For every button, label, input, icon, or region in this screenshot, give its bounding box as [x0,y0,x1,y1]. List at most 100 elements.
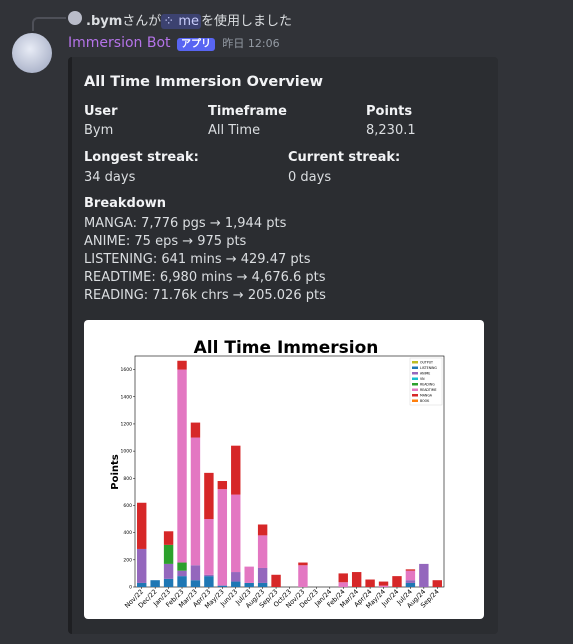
bar-segment [244,566,254,583]
breakdown-line: ANIME: 75 eps → 975 pts [84,234,247,249]
bar-segment [204,576,214,587]
bar-segment [177,360,187,370]
reply-text: を使用しました [200,14,292,29]
bar-segment [392,576,402,587]
breakdown-line: MANGA: 7,776 pgs → 1,944 pts [84,216,287,231]
field-value: 8,230.1 [366,123,416,138]
bar-segment [217,585,228,587]
legend-label: ANIME [420,372,430,376]
bar-segment [257,582,268,587]
field-name: User [84,104,118,119]
y-tick-label: 400 [123,530,132,536]
field-value: All Time [208,123,261,138]
legend-swatch [412,366,418,369]
y-tick-label: 600 [123,503,132,509]
legend-swatch [412,377,418,380]
bar-segment [204,574,214,577]
legend-swatch [412,399,418,402]
legend-label: READING [420,383,435,387]
field-name: Points [366,104,413,119]
bar-segment [405,582,416,587]
bar-segment [405,580,416,583]
bar-segment [378,585,389,587]
y-tick-label: 800 [123,476,132,482]
legend-box [409,357,443,406]
y-tick-label: 200 [123,557,132,563]
chart[interactable]: All Time Immersion Points 0 200 400 600 800 1… [84,320,484,619]
bar-segment [351,572,362,587]
bar-segment [163,563,174,579]
bar-segment [190,437,201,566]
legend-swatch [412,372,418,375]
bar-segment [137,582,147,587]
y-tick-label: 1000 [121,449,133,455]
bar-segment [190,565,201,581]
bar-segment [190,422,201,438]
reply-text: さんが [122,14,162,29]
reply: .bymさんが ⁘ me を使用しました [86,10,292,29]
y-tick-label: 0 [129,585,132,591]
chart-title: All Time Immersion [194,338,379,358]
bar-segment [271,574,281,587]
bar-segment [365,579,375,587]
legend-label: VN [420,377,425,381]
bar-segment [432,580,442,587]
bar-segment [338,573,348,583]
bar-segment [257,567,268,583]
bar-segment [163,578,174,587]
bar-segment [405,569,416,571]
bar-segment [177,369,187,563]
command-name[interactable]: me [178,14,199,29]
field-value: 34 days [84,170,136,185]
avatar[interactable] [12,33,52,73]
y-tick-label: 1200 [121,421,133,427]
embed-title: All Time Immersion Overview [84,74,324,90]
bar-segment [150,580,160,587]
y-axis-label: Points [110,454,121,490]
breakdown: MANGA: 7,776 pgs → 1,944 pts ANIME: 75 e… [84,215,326,305]
legend-label: BOOK [420,399,430,403]
bar-segment [378,581,389,586]
command[interactable]: ⁘ me [161,14,201,29]
bar-segment [163,544,174,564]
bar-segment [204,519,214,575]
bar-segment [177,562,187,571]
field-name: Timeframe [208,104,287,119]
legend-label: MANGA [420,394,433,398]
legend-swatch [412,361,418,364]
y-tick-label: 1600 [121,367,133,373]
bar-segment [163,531,174,545]
bar-segment [217,489,228,586]
y-tick-label: 1400 [121,394,133,400]
bar-segment [204,472,214,520]
bar-segment [231,445,241,495]
field-name: Longest streak: [84,150,199,165]
bar-segment [231,581,241,587]
timestamp: 昨日 12:06 [222,37,280,50]
breakdown-line: READING: 71.76k chrs → 205.026 pts [84,288,326,303]
bar-segment [177,570,187,577]
field-value: Bym [84,123,114,138]
legend-label: OUTPUT [420,361,433,365]
legend-label: LISTENING [420,366,437,370]
legend-swatch [412,388,418,391]
author[interactable]: Immersion Bot [68,35,171,51]
reply-user[interactable]: .bym [86,14,123,29]
bar-segment [257,535,268,568]
reply-line [32,17,66,31]
bar-segment [137,502,147,549]
bar-segment [298,565,308,587]
field-name: Current streak: [288,150,401,165]
breakdown-line: LISTENING: 641 mins → 429.47 pts [84,252,311,267]
bar-segment [177,576,187,587]
legend-label: READTIME [420,388,437,392]
bar-segment [338,582,348,587]
bar-segment [244,582,254,587]
bar-segment [298,562,308,566]
field-value: 0 days [288,170,332,185]
bar-segment [217,481,228,490]
reply-avatar [68,11,82,25]
breakdown-line: READTIME: 6,980 mins → 4,676.6 pts [84,270,326,285]
bar-segment [405,570,416,581]
